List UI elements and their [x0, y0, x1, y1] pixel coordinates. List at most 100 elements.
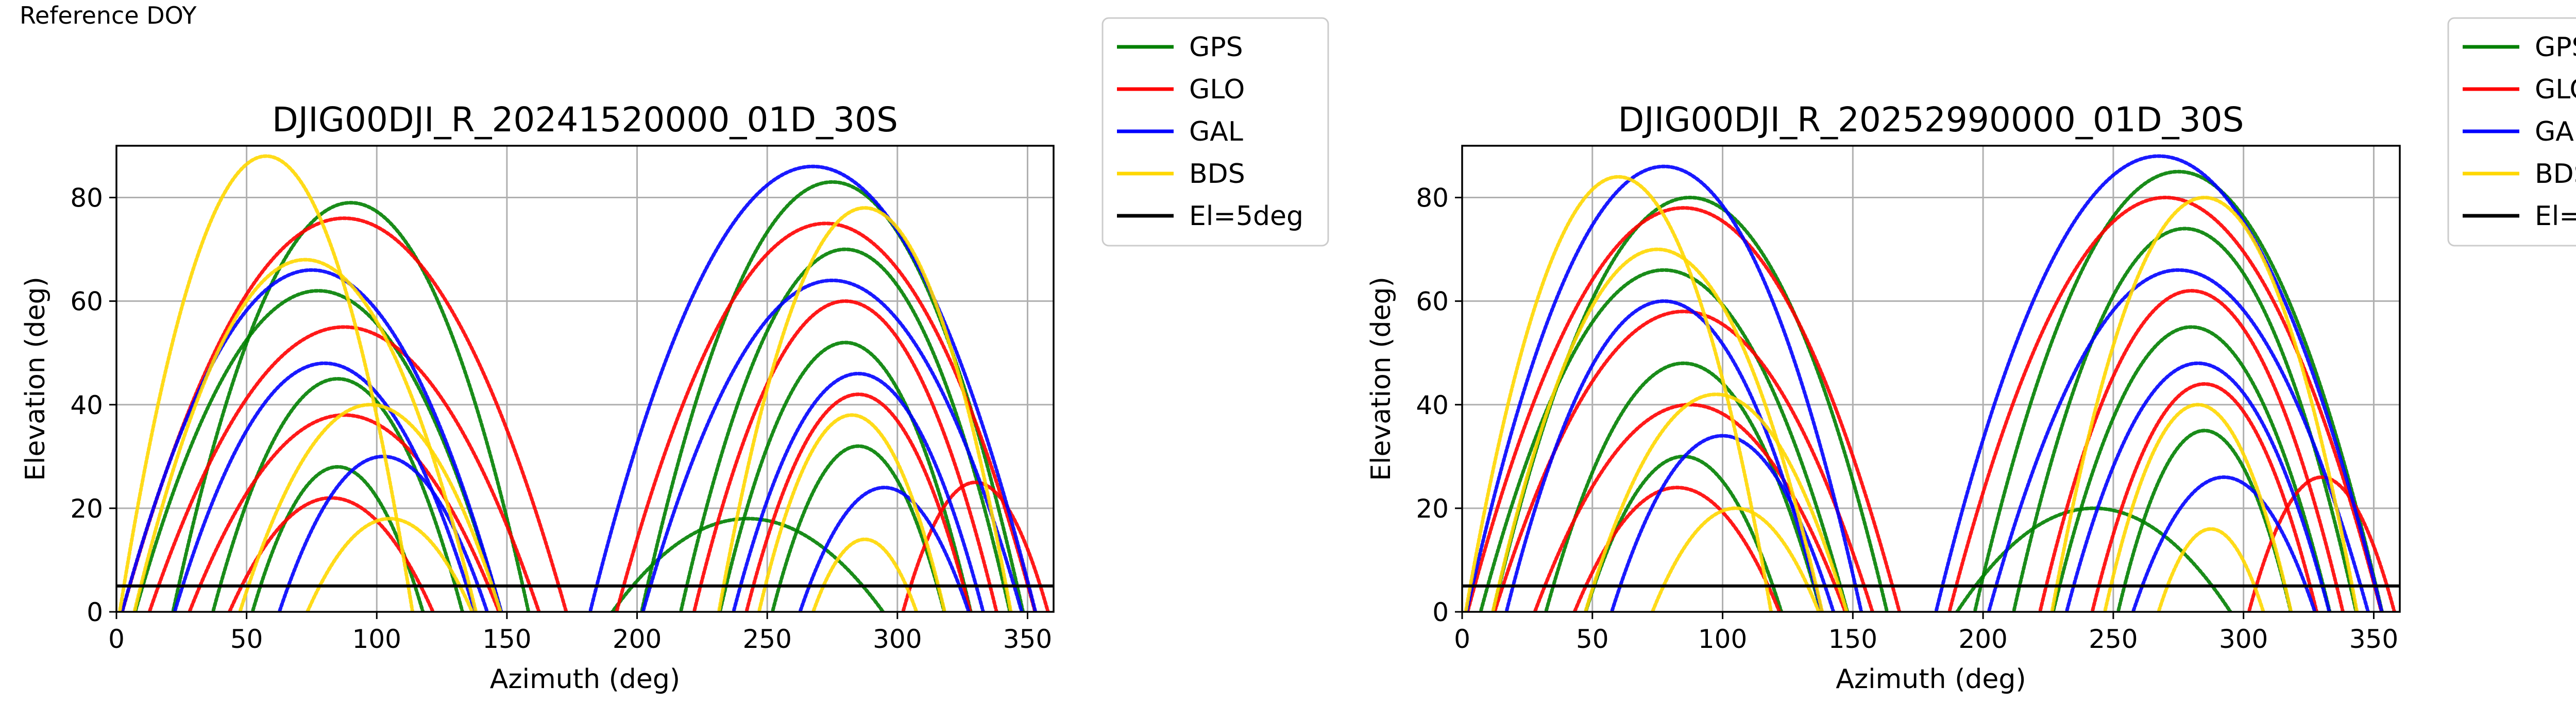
chart-title: DJIG00DJI_R_20241520000_01D_30S	[272, 100, 898, 140]
chart-title: DJIG00DJI_R_20252990000_01D_30S	[1618, 100, 2244, 140]
legend-label: GLO	[1189, 74, 1245, 105]
track-bds-1	[132, 258, 478, 612]
legend: GPS GLO GAL BDS El=5deg	[1101, 17, 1329, 247]
track-gal-6	[2131, 475, 2317, 612]
x-tick-label: 300	[2219, 624, 2268, 654]
track-bds-3	[305, 517, 474, 612]
legend-label: GAL	[2535, 116, 2576, 147]
track-gps-3	[1584, 455, 1784, 612]
track-bds-6	[2157, 527, 2265, 612]
track-gps-6	[2051, 325, 2332, 612]
plot-area	[117, 154, 1050, 612]
track-bds-1	[1491, 247, 1824, 612]
track-glo-7	[901, 481, 1050, 612]
track-glo-3	[1572, 486, 1782, 612]
x-tick-label: 0	[108, 624, 125, 654]
y-tick-label: 80	[70, 183, 103, 213]
track-gal-3	[1934, 154, 2384, 612]
y-tick-label: 0	[87, 597, 103, 627]
track-gps-1	[1479, 268, 1850, 612]
track-bds-3	[1650, 506, 1821, 612]
track-gal-2	[1609, 434, 1836, 612]
track-bds-4	[2050, 196, 2359, 612]
axes-frame	[1461, 145, 2401, 613]
plot-area	[1464, 154, 2397, 612]
y-axis-label: Elevation (deg)	[1366, 277, 1397, 481]
track-gal-3	[588, 165, 1038, 612]
track-gps-7	[2116, 428, 2293, 612]
legend-label: BDS	[1189, 159, 1245, 190]
y-tick-label: 60	[70, 287, 103, 317]
track-bds-2	[238, 403, 503, 612]
chart-panel-right: DJIG00DJI_R_20252990000_01D_30S 0 50 100 150…	[1366, 17, 2576, 695]
track-gps-7	[770, 444, 946, 612]
track-gal-1	[1504, 299, 1824, 612]
track-bds-0	[117, 154, 415, 612]
x-tick-label: 50	[1576, 624, 1609, 654]
legend-label: El=5deg	[2535, 201, 2576, 232]
track-gal-4	[1987, 268, 2370, 612]
x-tick-label: 100	[352, 624, 401, 654]
axes-frame	[115, 145, 1055, 613]
track-gal-5	[732, 371, 985, 612]
x-tick-label: 200	[613, 624, 662, 654]
y-tick-label: 20	[1416, 494, 1449, 524]
legend-label: El=5deg	[1189, 201, 1303, 232]
figure-caption: Reference DOY	[20, 2, 197, 29]
legend-label: GPS	[2535, 32, 2576, 63]
y-tick-label: 80	[1416, 183, 1449, 213]
track-gps-4	[1973, 170, 2384, 612]
legend-label: BDS	[2535, 159, 2576, 190]
y-tick-label: 20	[70, 494, 103, 524]
x-tick-label: 150	[482, 624, 531, 654]
track-gps-0	[171, 201, 531, 612]
x-tick-label: 350	[2349, 624, 2398, 654]
track-gps-1	[133, 289, 503, 612]
x-tick-label: 300	[873, 624, 922, 654]
x-tick-label: 200	[1958, 624, 2007, 654]
track-glo-2	[1533, 403, 1848, 612]
track-glo-1	[147, 325, 541, 612]
track-bds-6	[811, 538, 919, 612]
legend-label: GAL	[1189, 116, 1243, 147]
track-gal-4	[641, 279, 1024, 612]
track-gps-8	[610, 517, 886, 612]
track-bds-5	[757, 413, 947, 612]
track-gps-6	[718, 340, 973, 612]
x-tick-label: 50	[230, 624, 263, 654]
x-tick-label: 250	[2089, 624, 2138, 654]
track-bds-4	[717, 206, 1013, 612]
y-tick-label: 60	[1416, 287, 1449, 317]
track-gps-8	[1955, 506, 2233, 612]
x-axis-label: Azimuth (deg)	[1836, 664, 2026, 695]
track-glo-4	[1947, 196, 2383, 612]
x-tick-label: 250	[742, 624, 791, 654]
track-glo-7	[2247, 475, 2397, 612]
legend: GPS GLO GAL BDS El=5deg	[2447, 17, 2576, 247]
track-bds-2	[1583, 392, 1849, 612]
track-gps-2	[1544, 362, 1823, 612]
track-glo-0	[1466, 206, 1902, 612]
legend-label: GLO	[2535, 74, 2576, 105]
track-glo-5	[692, 299, 998, 612]
legend-label: GPS	[1189, 32, 1243, 63]
track-gal-0	[120, 268, 503, 612]
track-gal-6	[798, 486, 971, 612]
legend-frame	[1101, 17, 1329, 247]
track-gps-2	[211, 377, 465, 612]
y-tick-label: 40	[70, 390, 103, 420]
x-axis-label: Azimuth (deg)	[490, 664, 680, 695]
track-gal-0	[1465, 165, 1863, 612]
x-tick-label: 100	[1698, 624, 1747, 654]
y-tick-label: 0	[1432, 597, 1449, 627]
track-glo-4	[615, 221, 1037, 612]
y-axis-label: Elevation (deg)	[20, 277, 51, 481]
y-tick-label: 40	[1416, 390, 1449, 420]
x-tick-label: 350	[1003, 624, 1052, 654]
x-tick-label: 0	[1454, 624, 1470, 654]
chart-panel-left: DJIG00DJI_R_20241520000_01D_30S 0 50 100 150…	[20, 17, 1329, 695]
track-bds-5	[2103, 403, 2293, 612]
track-gal-5	[2064, 362, 2331, 612]
x-tick-label: 150	[1828, 624, 1877, 654]
